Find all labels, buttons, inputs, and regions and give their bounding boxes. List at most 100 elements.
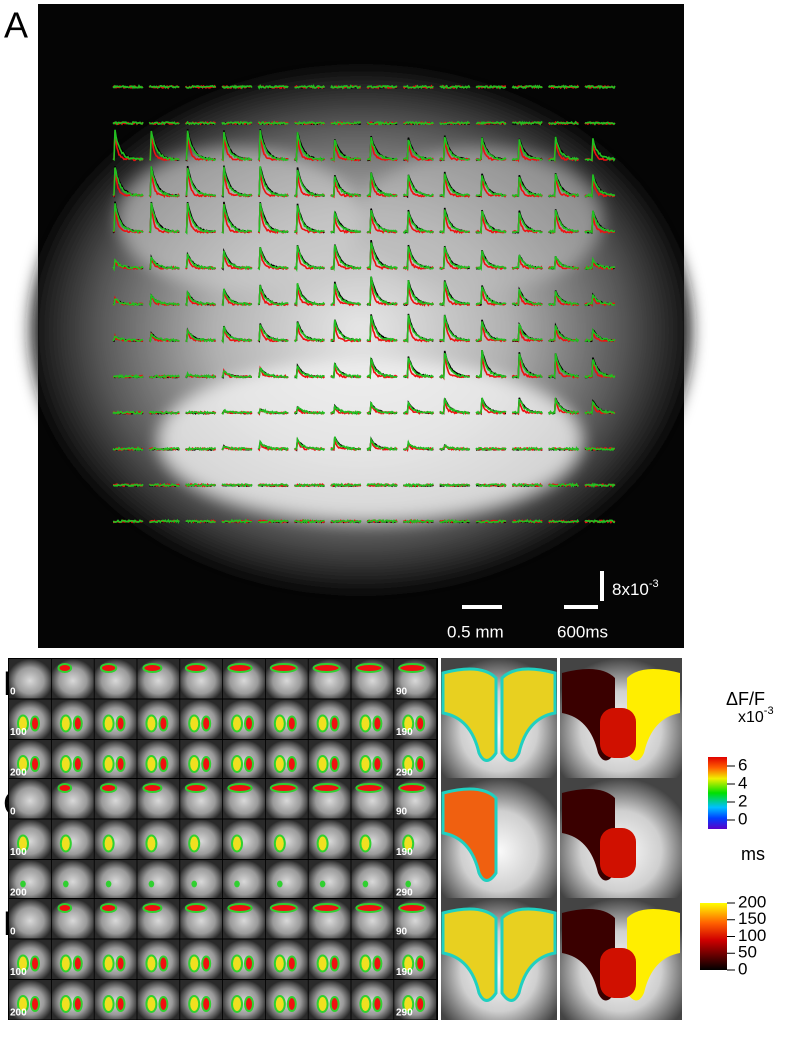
thumbnail bbox=[51, 980, 94, 1020]
trace-green bbox=[511, 84, 543, 90]
activity bbox=[316, 954, 329, 973]
trace-green bbox=[366, 276, 398, 306]
activity bbox=[30, 756, 40, 772]
trace-green bbox=[257, 285, 289, 307]
unit-exponent: -3 bbox=[764, 705, 774, 717]
activity bbox=[102, 834, 115, 853]
activity bbox=[105, 880, 112, 888]
activity bbox=[142, 663, 163, 673]
activity bbox=[17, 995, 29, 1013]
activity-region bbox=[500, 907, 557, 1002]
trace-green bbox=[439, 136, 471, 162]
trace-green bbox=[366, 315, 398, 343]
activity bbox=[102, 714, 115, 733]
trace-grid bbox=[112, 84, 616, 525]
trace-green bbox=[512, 120, 543, 126]
thumbnail bbox=[394, 939, 437, 979]
activity bbox=[201, 955, 212, 972]
trace-green bbox=[148, 410, 180, 415]
trace-green bbox=[366, 242, 398, 271]
trace-green bbox=[258, 518, 289, 524]
trace-green bbox=[439, 281, 471, 307]
activity bbox=[158, 955, 169, 972]
activity bbox=[115, 996, 126, 1012]
trace-green bbox=[185, 519, 216, 524]
trace-green bbox=[184, 202, 216, 235]
thumbnail bbox=[137, 939, 180, 979]
activity bbox=[191, 880, 197, 888]
activity bbox=[227, 663, 253, 673]
activity bbox=[402, 954, 415, 973]
thumbnail bbox=[265, 699, 308, 739]
thumbnail bbox=[308, 980, 351, 1020]
thumbnail bbox=[94, 779, 137, 819]
trace-green bbox=[330, 404, 362, 416]
trace-green bbox=[548, 136, 579, 163]
trace-green bbox=[257, 408, 289, 415]
trace-green bbox=[548, 446, 580, 452]
thumbnail bbox=[9, 939, 51, 979]
trace-green bbox=[512, 212, 543, 234]
trace-red bbox=[330, 180, 362, 199]
trace-green bbox=[330, 84, 361, 90]
trace-green bbox=[511, 176, 543, 198]
activity bbox=[269, 663, 298, 673]
activity bbox=[316, 755, 329, 773]
trace-green bbox=[402, 314, 434, 344]
colorbar-tick-label: 50 bbox=[738, 943, 757, 962]
trace-green bbox=[113, 519, 144, 524]
trace-green bbox=[367, 209, 398, 234]
trace-green bbox=[148, 166, 180, 198]
trace-green bbox=[185, 120, 216, 126]
thumbnail bbox=[394, 819, 437, 859]
trace-green bbox=[221, 483, 253, 488]
trace-green bbox=[148, 294, 180, 308]
trace-red bbox=[366, 318, 398, 343]
thumbnail bbox=[394, 740, 437, 780]
trace-green bbox=[112, 129, 144, 162]
activity bbox=[312, 663, 341, 673]
activity bbox=[359, 995, 372, 1013]
trace-green bbox=[475, 519, 507, 524]
thumbnail bbox=[51, 939, 94, 979]
trace-green bbox=[475, 175, 507, 197]
thumbnail bbox=[308, 939, 351, 979]
thumbnail bbox=[9, 819, 51, 859]
activity bbox=[201, 996, 212, 1012]
activity bbox=[145, 755, 158, 773]
activity bbox=[273, 714, 286, 733]
activity bbox=[316, 995, 329, 1013]
trace-green bbox=[221, 408, 253, 415]
trace-green bbox=[402, 246, 435, 271]
activity bbox=[184, 783, 208, 793]
thumbnail bbox=[351, 939, 394, 979]
trace-green bbox=[112, 298, 144, 307]
thumbnail bbox=[351, 980, 394, 1020]
trace-green bbox=[439, 84, 471, 90]
trace-green bbox=[439, 173, 470, 198]
trace-green bbox=[257, 247, 289, 271]
activity bbox=[372, 996, 383, 1012]
trace-green bbox=[112, 84, 144, 90]
trace-green bbox=[402, 175, 434, 197]
trace-green bbox=[584, 400, 616, 416]
activity bbox=[398, 903, 427, 913]
trace-green bbox=[294, 406, 326, 415]
trace-green bbox=[185, 410, 217, 415]
activity bbox=[57, 663, 73, 673]
thumbnail bbox=[351, 819, 394, 859]
latency-core bbox=[600, 708, 636, 758]
thumbnail bbox=[9, 779, 51, 819]
scale-label: 0.5 mm bbox=[447, 622, 504, 641]
activity bbox=[30, 996, 40, 1012]
activity bbox=[17, 834, 29, 853]
trace-green bbox=[148, 121, 180, 126]
activity bbox=[329, 955, 340, 972]
scale-exponent: -3 bbox=[649, 578, 659, 590]
trace-green bbox=[548, 325, 580, 343]
activity bbox=[145, 954, 158, 973]
activity bbox=[362, 880, 369, 888]
trace-green bbox=[439, 209, 470, 234]
activity bbox=[59, 834, 72, 853]
